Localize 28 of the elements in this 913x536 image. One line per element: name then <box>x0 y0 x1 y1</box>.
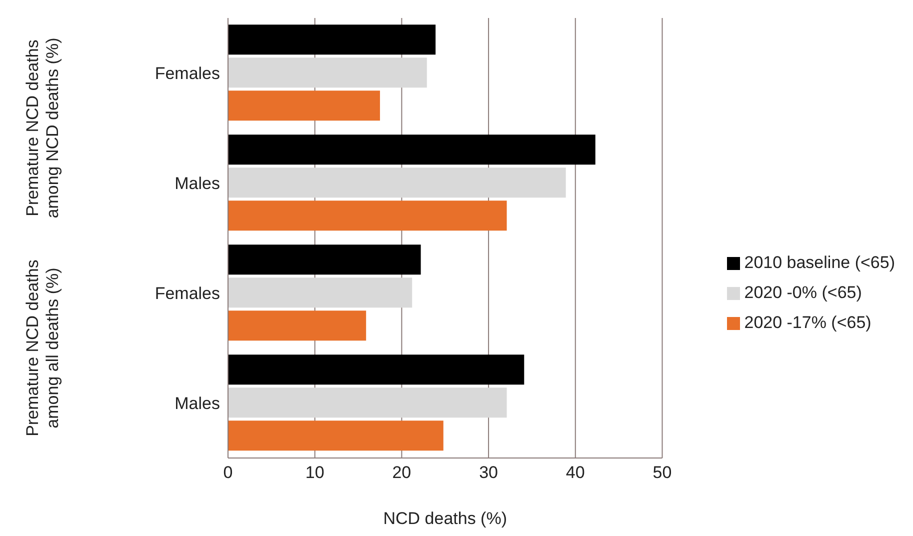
bar <box>228 388 507 418</box>
x-tick-label: 20 <box>392 463 412 482</box>
y-tick-label: Males <box>174 394 220 414</box>
y-tick-label: Females <box>154 284 220 304</box>
bar <box>228 278 412 308</box>
bar <box>228 310 366 341</box>
bar <box>228 168 566 198</box>
y-tick-label: Females <box>154 64 220 84</box>
text: Premature NCD deaths among all deaths (%) <box>23 258 63 438</box>
bar <box>228 420 444 451</box>
bar <box>228 24 436 55</box>
y-tick-label: Males <box>174 174 220 194</box>
bar <box>228 244 421 275</box>
bar <box>228 58 427 88</box>
x-tick-label: 40 <box>566 463 585 482</box>
legend-label: 2020 -17% (<65) <box>744 313 872 332</box>
x-tick-label: 50 <box>652 463 672 482</box>
text: Premature NCD deaths among NCD deaths (%) <box>23 36 63 220</box>
x-axis-title: NCD deaths (%) <box>383 509 507 528</box>
bar <box>228 134 596 165</box>
x-tick-label: 0 <box>223 463 233 482</box>
x-tick-label: 10 <box>305 463 324 482</box>
x-tick-label: 30 <box>479 463 498 482</box>
legend-label: 2010 baseline (<65) <box>744 253 895 272</box>
bar <box>228 354 524 385</box>
bar <box>228 90 380 121</box>
bar <box>228 200 507 231</box>
legend-label: 2020 -0% (<65) <box>744 283 862 302</box>
